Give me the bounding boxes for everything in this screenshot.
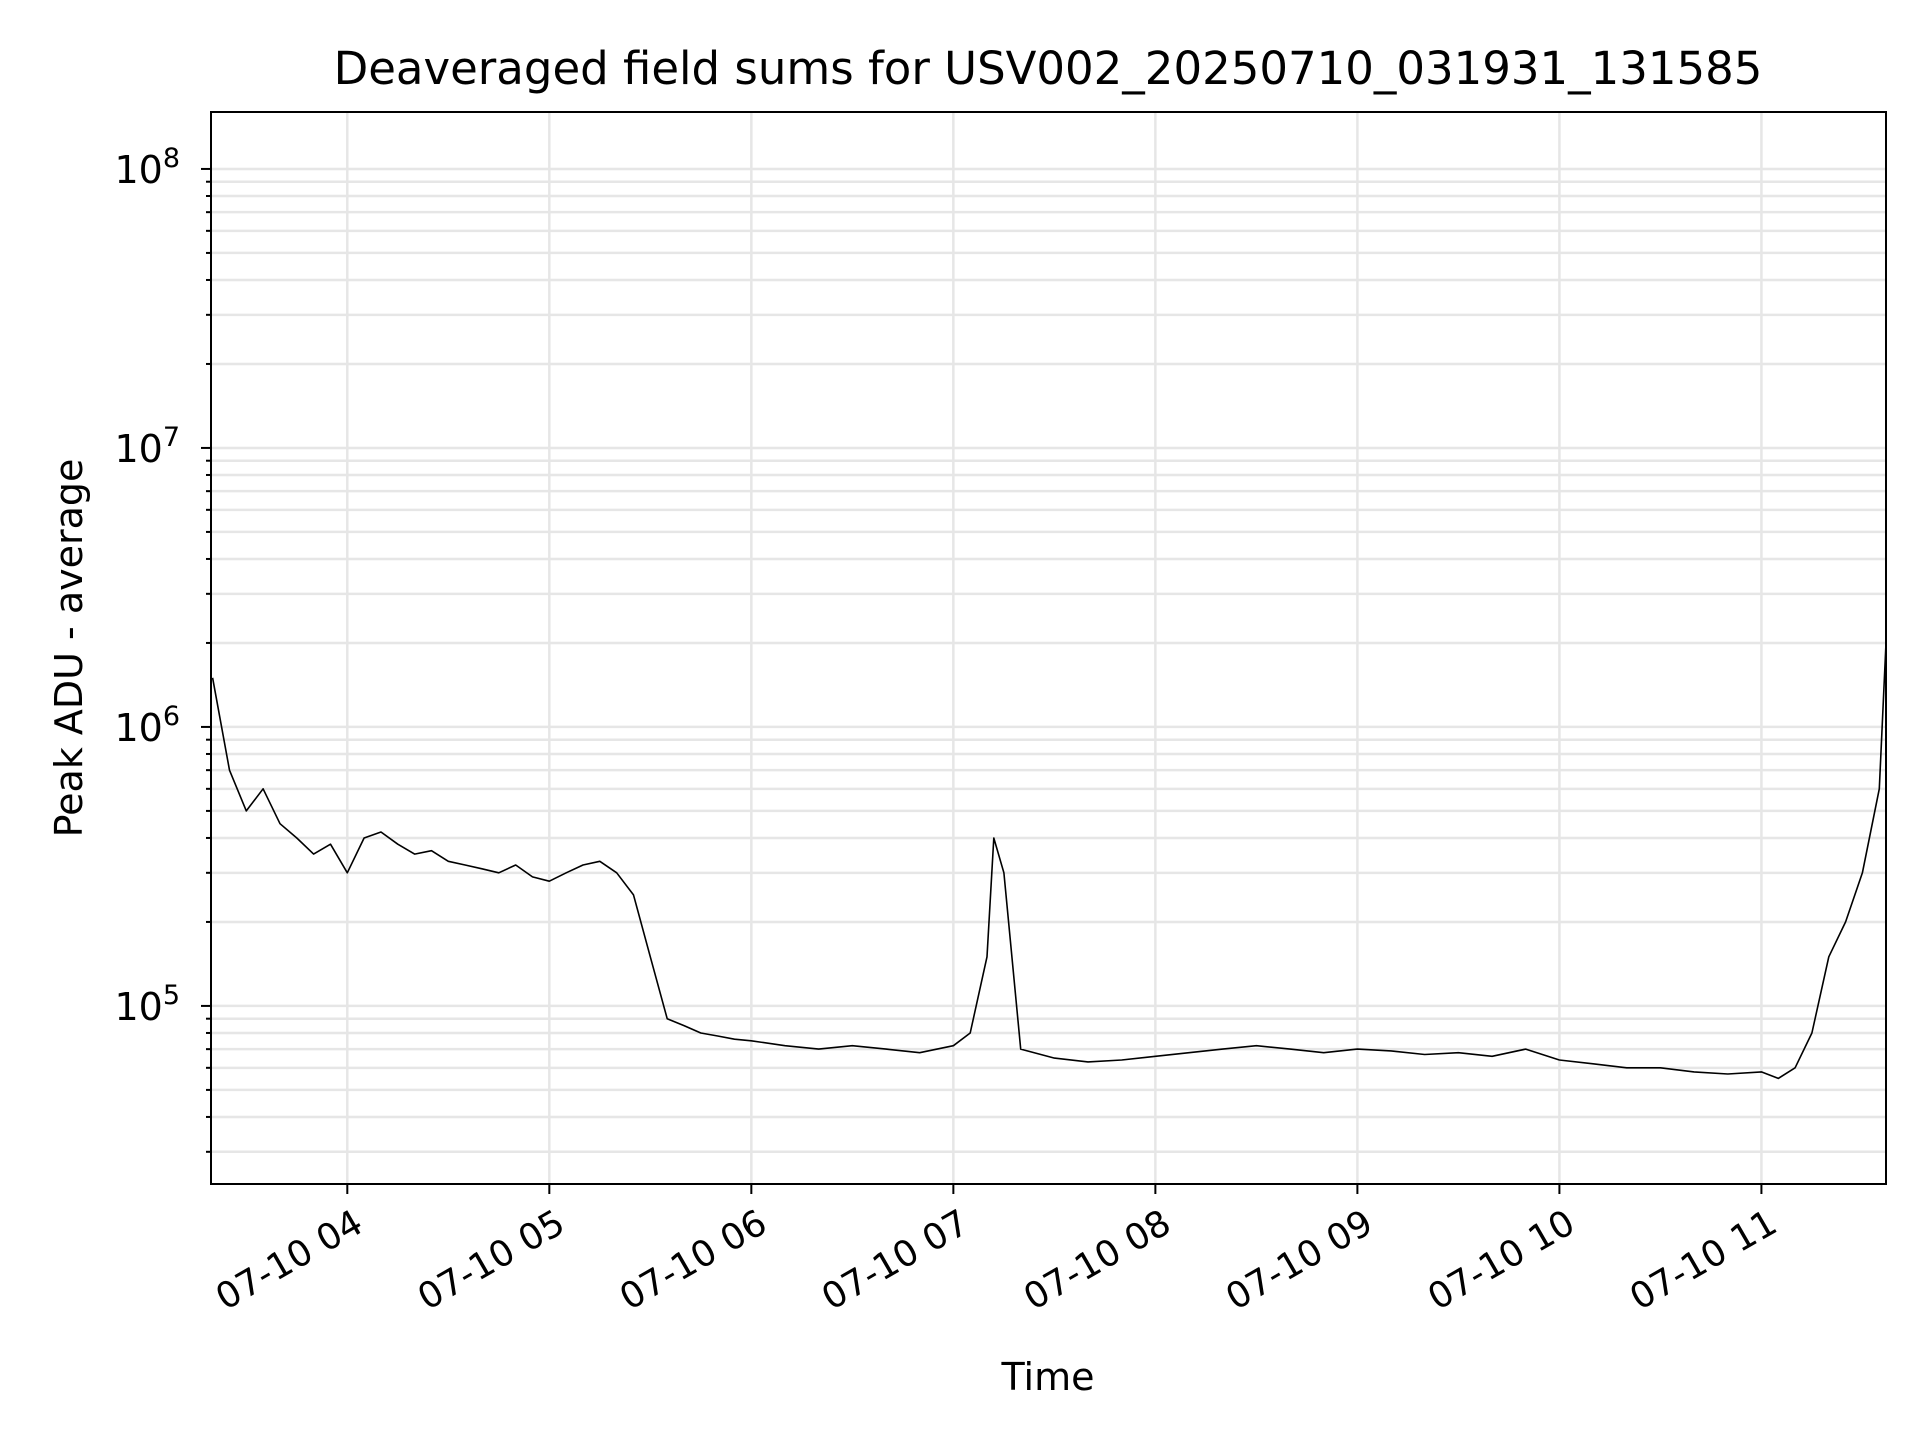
series-line (211, 642, 1887, 1080)
x-tick-label: 07-10 04 (209, 1202, 370, 1318)
y-tick-label: 106 (114, 701, 180, 750)
x-tick-label: 07-10 05 (411, 1202, 572, 1318)
grid (211, 112, 1886, 1184)
x-tick-label: 07-10 06 (613, 1202, 774, 1318)
x-tick-label: 07-10 08 (1017, 1202, 1178, 1318)
y-tick-label: 107 (114, 422, 180, 471)
y-tick-label: 108 (114, 143, 180, 192)
chart-title: Deaveraged field sums for USV002_2025071… (334, 42, 1763, 95)
x-axis-label: Time (1001, 1355, 1095, 1399)
x-tick-label: 07-10 07 (815, 1202, 976, 1318)
y-axis-label: Peak ADU - average (47, 459, 91, 838)
y-tick-label: 105 (114, 980, 180, 1029)
x-tick-label: 07-10 10 (1421, 1202, 1582, 1318)
series-line-group (211, 642, 1887, 1080)
axis-ticks: 105 106 107 108 07-10 04 07-10 05 07-10 06 07-1… (114, 143, 1783, 1319)
x-tick-label: 07-10 09 (1219, 1202, 1380, 1318)
plot-frame (210, 111, 1887, 1185)
x-tick-label: 07-10 11 (1623, 1202, 1784, 1318)
